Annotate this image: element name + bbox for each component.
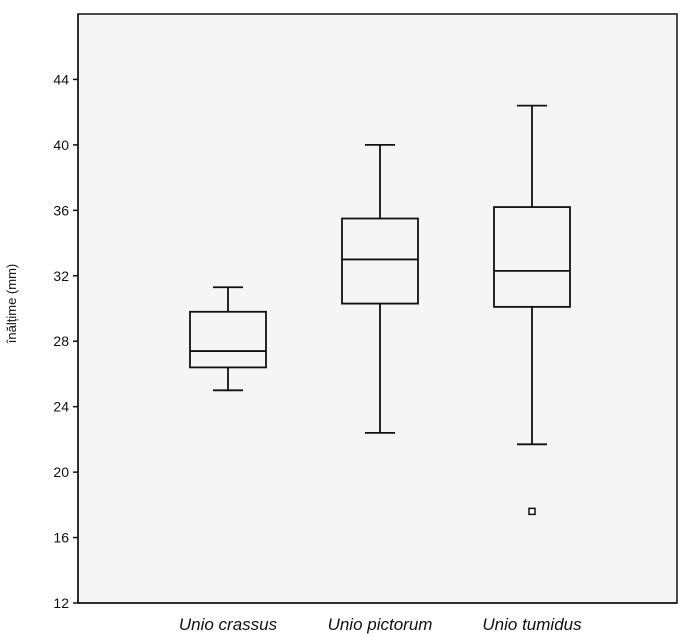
box-1 bbox=[189, 286, 267, 392]
y-axis-title: înălțime (mm) bbox=[4, 264, 19, 344]
y-tick-label: 20 bbox=[53, 464, 69, 480]
x-axis-labels: Unio crassus Unio pictorum Unio tumidus bbox=[179, 615, 582, 634]
y-tick-label: 44 bbox=[53, 71, 69, 87]
box-3 bbox=[493, 104, 571, 516]
box-2 bbox=[341, 143, 419, 434]
y-tick-label: 16 bbox=[53, 530, 69, 546]
y-tick-label: 12 bbox=[53, 595, 69, 611]
x-category-label: Unio crassus bbox=[179, 615, 278, 634]
x-category-label: Unio pictorum bbox=[328, 615, 433, 634]
y-tick-label: 24 bbox=[53, 399, 69, 415]
iqr-box bbox=[493, 206, 571, 308]
y-tick-label: 32 bbox=[53, 268, 69, 284]
x-category-label: Unio tumidus bbox=[482, 615, 582, 634]
y-tick-label: 36 bbox=[53, 202, 69, 218]
plot-area bbox=[77, 13, 678, 604]
outlier-point bbox=[528, 507, 536, 516]
boxes-layer bbox=[189, 104, 571, 516]
y-tick-label: 28 bbox=[53, 333, 69, 349]
iqr-box bbox=[189, 310, 267, 369]
y-axis-ticks: 12 16 20 24 28 32 36 40 44 bbox=[53, 71, 78, 611]
iqr-box bbox=[341, 217, 419, 305]
y-tick-label: 40 bbox=[53, 137, 69, 153]
